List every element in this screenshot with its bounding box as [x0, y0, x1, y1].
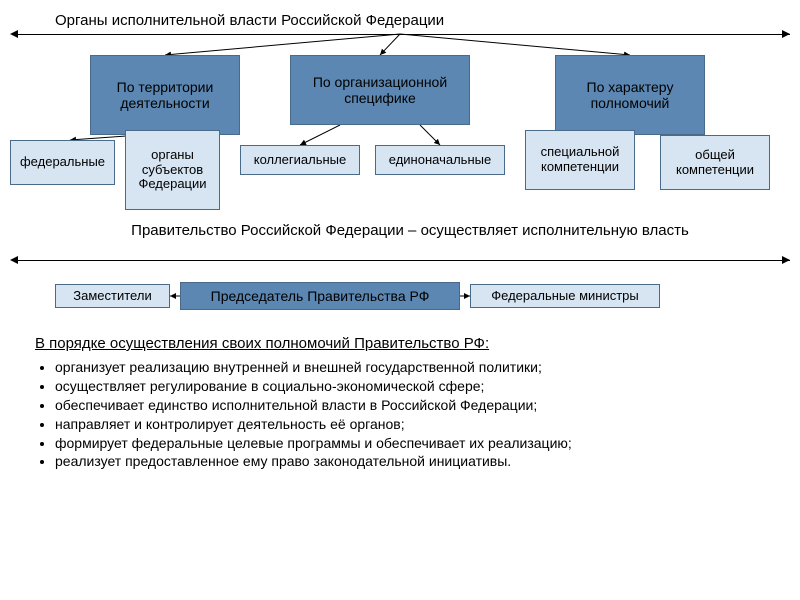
main-box-powers: По характеру полномочий — [555, 55, 705, 135]
sub-box-federal: федеральные — [10, 140, 115, 185]
gov-ministers: Федеральные министры — [470, 284, 660, 308]
sub-box-special: специальной компетенции — [525, 130, 635, 190]
hrule-1-right — [782, 30, 790, 38]
gov-chair: Председатель Правительства РФ — [180, 282, 460, 310]
list-item: осуществляет регулирование в социально-э… — [55, 377, 780, 396]
diagram-title-2: Правительство Российской Федерации – осу… — [110, 222, 710, 239]
hrule-1 — [18, 34, 790, 35]
list-item: формирует федеральные целевые программы … — [55, 434, 780, 453]
diagram-title-1: Органы исполнительной власти Российской … — [55, 12, 444, 29]
sub-box-collegial: коллегиальные — [240, 145, 360, 175]
hrule-2 — [18, 260, 790, 261]
gov-deputies: Заместители — [55, 284, 170, 308]
hrule-2-right — [782, 256, 790, 264]
list-item: организует реализацию внутренней и внешн… — [55, 358, 780, 377]
hrule-1-left — [10, 30, 18, 38]
hrule-2-left — [10, 256, 18, 264]
main-box-organization: По организационной специфике — [290, 55, 470, 125]
sub-box-subjects: органы субъектов Федерации — [125, 130, 220, 210]
list-item: реализует предоставленное ему право зако… — [55, 452, 780, 471]
powers-list: организует реализацию внутренней и внешн… — [55, 358, 780, 471]
list-heading: В порядке осуществления своих полномочий… — [35, 335, 489, 352]
sub-box-general: общей компетенции — [660, 135, 770, 190]
list-item: обеспечивает единство исполнительной вла… — [55, 396, 780, 415]
list-item: направляет и контролирует деятельность е… — [55, 415, 780, 434]
sub-box-single: единоначальные — [375, 145, 505, 175]
main-box-territory: По территории деятельности — [90, 55, 240, 135]
